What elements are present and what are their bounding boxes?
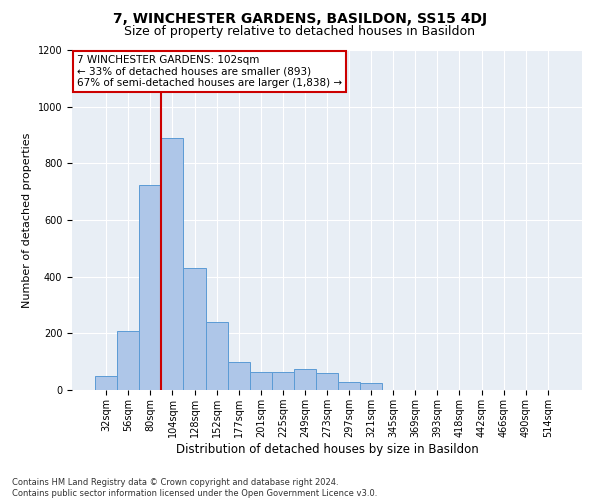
- Text: Size of property relative to detached houses in Basildon: Size of property relative to detached ho…: [125, 25, 476, 38]
- Bar: [294, 369, 316, 390]
- Bar: [338, 382, 360, 390]
- Bar: [184, 268, 206, 390]
- Text: Contains HM Land Registry data © Crown copyright and database right 2024.
Contai: Contains HM Land Registry data © Crown c…: [12, 478, 377, 498]
- Bar: [95, 376, 117, 390]
- Bar: [227, 362, 250, 390]
- Bar: [250, 372, 272, 390]
- X-axis label: Distribution of detached houses by size in Basildon: Distribution of detached houses by size …: [176, 442, 478, 456]
- Text: 7, WINCHESTER GARDENS, BASILDON, SS15 4DJ: 7, WINCHESTER GARDENS, BASILDON, SS15 4D…: [113, 12, 487, 26]
- Y-axis label: Number of detached properties: Number of detached properties: [22, 132, 32, 308]
- Bar: [117, 330, 139, 390]
- Bar: [139, 184, 161, 390]
- Text: 7 WINCHESTER GARDENS: 102sqm
← 33% of detached houses are smaller (893)
67% of s: 7 WINCHESTER GARDENS: 102sqm ← 33% of de…: [77, 55, 342, 88]
- Bar: [161, 138, 184, 390]
- Bar: [272, 372, 294, 390]
- Bar: [360, 383, 382, 390]
- Bar: [206, 322, 227, 390]
- Bar: [316, 373, 338, 390]
